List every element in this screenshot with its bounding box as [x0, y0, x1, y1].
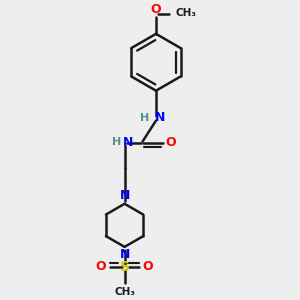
Text: O: O	[96, 260, 106, 273]
Text: N: N	[154, 111, 165, 124]
Text: O: O	[151, 3, 161, 16]
Text: O: O	[165, 136, 175, 149]
Text: N: N	[119, 189, 130, 202]
Text: S: S	[120, 260, 130, 274]
Text: H: H	[140, 112, 149, 123]
Text: CH₃: CH₃	[114, 287, 135, 297]
Text: N: N	[119, 248, 130, 261]
Text: N: N	[123, 136, 134, 149]
Text: H: H	[112, 137, 122, 147]
Text: CH₃: CH₃	[176, 8, 197, 18]
Text: O: O	[143, 260, 153, 273]
